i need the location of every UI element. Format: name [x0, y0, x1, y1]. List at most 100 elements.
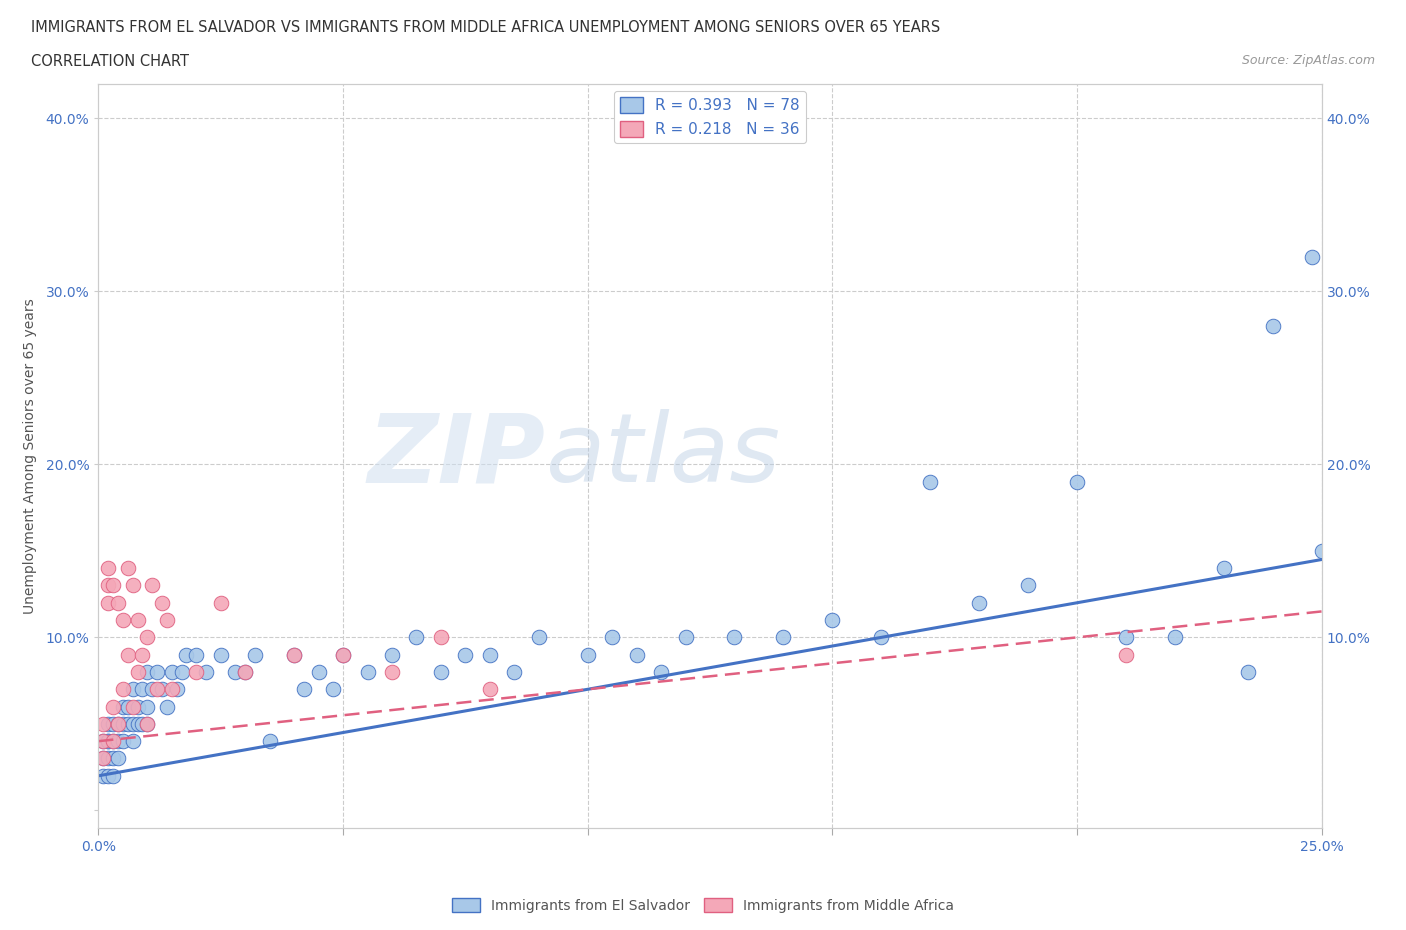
Point: [127, 699, 149, 714]
Point: [97, 734, 120, 749]
Point: [136, 716, 159, 731]
Point: [1115, 647, 1137, 662]
Point: [821, 613, 844, 628]
Point: [136, 665, 159, 680]
Point: [356, 665, 378, 680]
Point: [503, 665, 526, 680]
Point: [117, 699, 139, 714]
Legend: Immigrants from El Salvador, Immigrants from Middle Africa: Immigrants from El Salvador, Immigrants …: [447, 893, 959, 919]
Point: [1066, 474, 1088, 489]
Point: [107, 734, 129, 749]
Point: [91, 734, 114, 749]
Point: [156, 613, 179, 628]
Point: [97, 734, 120, 749]
Point: [91, 751, 114, 766]
Point: [576, 647, 599, 662]
Point: [332, 647, 354, 662]
Point: [292, 682, 315, 697]
Point: [176, 647, 198, 662]
Point: [121, 734, 143, 749]
Text: IMMIGRANTS FROM EL SALVADOR VS IMMIGRANTS FROM MIDDLE AFRICA UNEMPLOYMENT AMONG : IMMIGRANTS FROM EL SALVADOR VS IMMIGRANT…: [31, 20, 941, 35]
Point: [1237, 665, 1260, 680]
Point: [97, 751, 120, 766]
Point: [430, 665, 453, 680]
Point: [107, 716, 129, 731]
Point: [233, 665, 256, 680]
Point: [430, 630, 453, 644]
Text: Source: ZipAtlas.com: Source: ZipAtlas.com: [1241, 54, 1375, 67]
Point: [141, 578, 163, 593]
Point: [91, 734, 114, 749]
Point: [772, 630, 794, 644]
Point: [131, 647, 153, 662]
Point: [1301, 249, 1323, 264]
Point: [160, 665, 183, 680]
Point: [967, 595, 990, 610]
Point: [107, 716, 129, 731]
Point: [121, 716, 143, 731]
Point: [259, 734, 281, 749]
Point: [209, 647, 232, 662]
Point: [121, 682, 143, 697]
Point: [527, 630, 550, 644]
Point: [97, 768, 120, 783]
Point: [186, 647, 208, 662]
Point: [405, 630, 427, 644]
Point: [111, 716, 134, 731]
Point: [101, 699, 124, 714]
Point: [127, 613, 149, 628]
Point: [209, 595, 232, 610]
Point: [107, 595, 129, 610]
Point: [454, 647, 477, 662]
Point: [146, 665, 169, 680]
Point: [478, 647, 501, 662]
Point: [600, 630, 623, 644]
Point: [332, 647, 354, 662]
Text: atlas: atlas: [546, 409, 780, 502]
Point: [186, 665, 208, 680]
Point: [166, 682, 188, 697]
Point: [91, 751, 114, 766]
Point: [101, 734, 124, 749]
Point: [127, 665, 149, 680]
Point: [1115, 630, 1137, 644]
Point: [920, 474, 942, 489]
Point: [150, 595, 173, 610]
Point: [650, 665, 672, 680]
Point: [117, 561, 139, 576]
Point: [322, 682, 344, 697]
Point: [723, 630, 745, 644]
Point: [101, 768, 124, 783]
Point: [117, 647, 139, 662]
Point: [131, 682, 153, 697]
Point: [127, 716, 149, 731]
Point: [478, 682, 501, 697]
Point: [97, 578, 120, 593]
Point: [97, 561, 120, 576]
Point: [111, 613, 134, 628]
Point: [146, 682, 169, 697]
Point: [870, 630, 893, 644]
Point: [91, 768, 114, 783]
Text: CORRELATION CHART: CORRELATION CHART: [31, 54, 188, 69]
Point: [91, 716, 114, 731]
Point: [136, 699, 159, 714]
Point: [1212, 561, 1234, 576]
Point: [170, 665, 193, 680]
Point: [283, 647, 305, 662]
Point: [121, 578, 143, 593]
Point: [136, 630, 159, 644]
Point: [243, 647, 266, 662]
Point: [233, 665, 256, 680]
Y-axis label: Unemployment Among Seniors over 65 years: Unemployment Among Seniors over 65 years: [22, 298, 37, 614]
Text: ZIP: ZIP: [367, 409, 546, 502]
Point: [1017, 578, 1039, 593]
Point: [131, 716, 153, 731]
Point: [1261, 318, 1284, 333]
Point: [136, 716, 159, 731]
Point: [101, 751, 124, 766]
Point: [626, 647, 648, 662]
Point: [121, 699, 143, 714]
Point: [101, 734, 124, 749]
Point: [195, 665, 218, 680]
